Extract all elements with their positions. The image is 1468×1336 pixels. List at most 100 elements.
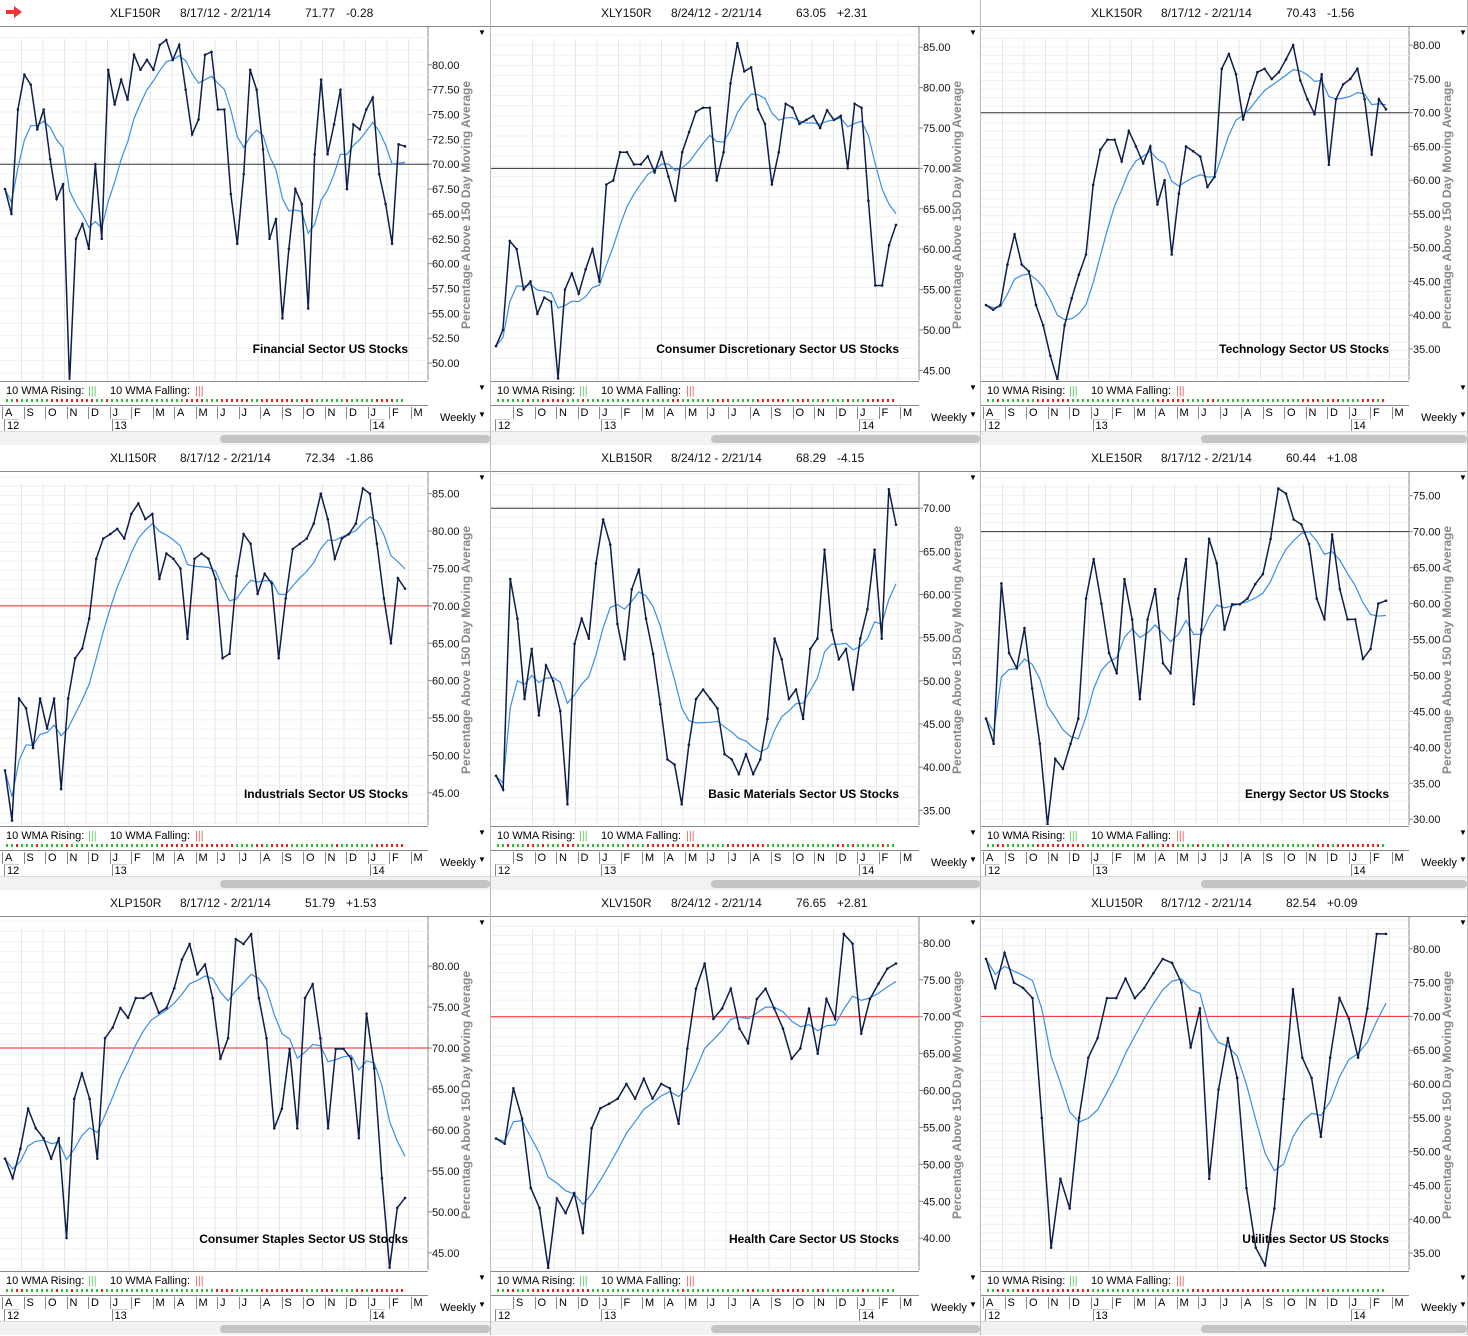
dropdown-arrow-icon[interactable]: ▼ bbox=[478, 828, 486, 837]
dropdown-arrow-icon[interactable]: ▼ bbox=[1459, 855, 1467, 864]
horizontal-scrollbar[interactable] bbox=[491, 1321, 980, 1335]
dropdown-arrow-icon[interactable]: ▼ bbox=[1459, 1273, 1467, 1282]
dropdown-arrow-icon[interactable]: ▼ bbox=[1459, 410, 1467, 419]
period-select[interactable]: Weekly bbox=[1421, 857, 1457, 869]
month-label: M bbox=[1133, 407, 1146, 419]
dropdown-arrow-icon[interactable]: ▼ bbox=[478, 410, 486, 419]
date-range: 8/24/12 - 2/21/14 bbox=[671, 451, 762, 465]
dropdown-arrow-icon[interactable]: ▼ bbox=[478, 383, 486, 392]
dropdown-arrow-icon[interactable]: ▼ bbox=[969, 410, 977, 419]
wma-dot bbox=[1082, 399, 1084, 402]
dropdown-arrow-icon[interactable]: ▼ bbox=[478, 918, 486, 927]
dropdown-arrow-icon[interactable]: ▼ bbox=[1459, 473, 1467, 482]
y-tick-label: 80.00 bbox=[432, 961, 460, 973]
period-select[interactable]: Weekly bbox=[440, 412, 476, 424]
data-point bbox=[200, 552, 203, 555]
scrollbar-thumb[interactable] bbox=[1201, 880, 1467, 888]
data-point bbox=[722, 150, 725, 154]
scrollbar-thumb[interactable] bbox=[220, 435, 490, 443]
month-label: S bbox=[281, 1297, 292, 1309]
scrollbar-thumb[interactable] bbox=[220, 880, 490, 888]
data-point bbox=[594, 562, 598, 565]
dropdown-arrow-icon[interactable]: ▼ bbox=[1459, 28, 1467, 37]
horizontal-scrollbar[interactable] bbox=[0, 876, 490, 890]
scrollbar-thumb[interactable] bbox=[1201, 435, 1467, 443]
data-point bbox=[564, 1211, 567, 1215]
data-point bbox=[860, 106, 863, 110]
dropdown-arrow-icon[interactable]: ▼ bbox=[478, 1300, 486, 1309]
wma-dot bbox=[1097, 399, 1099, 402]
dropdown-arrow-icon[interactable]: ▼ bbox=[969, 1273, 977, 1282]
scrollbar-thumb[interactable] bbox=[220, 1325, 490, 1333]
wma-dot bbox=[662, 399, 664, 402]
wma-dot bbox=[326, 844, 328, 847]
horizontal-scrollbar[interactable] bbox=[0, 1321, 490, 1335]
month-label: A bbox=[749, 1297, 760, 1309]
wma-dot bbox=[1242, 399, 1244, 402]
horizontal-scrollbar[interactable] bbox=[981, 1321, 1467, 1335]
month-label: F bbox=[878, 407, 888, 419]
dropdown-arrow-icon[interactable]: ▼ bbox=[478, 1273, 486, 1282]
wma-dot bbox=[1222, 1289, 1224, 1292]
data-point bbox=[1020, 263, 1024, 266]
month-label: M bbox=[900, 852, 912, 864]
dropdown-arrow-icon[interactable]: ▼ bbox=[478, 855, 486, 864]
horizontal-scrollbar[interactable] bbox=[491, 876, 980, 890]
wma-dot bbox=[762, 844, 764, 847]
year-label: 14 bbox=[859, 419, 875, 432]
dropdown-arrow-icon[interactable]: ▼ bbox=[969, 473, 977, 482]
arrow-right-icon[interactable] bbox=[6, 6, 22, 18]
scrollbar-thumb[interactable] bbox=[711, 880, 980, 888]
month-label: S bbox=[1262, 852, 1273, 864]
wma-dot bbox=[702, 844, 704, 847]
horizontal-scrollbar[interactable] bbox=[981, 876, 1467, 890]
wma-dot bbox=[697, 844, 699, 847]
wma-dot bbox=[537, 399, 539, 402]
month-label: A bbox=[2, 852, 12, 864]
wma-dot bbox=[1142, 399, 1144, 402]
wma-dot bbox=[1117, 399, 1119, 402]
scrollbar-thumb[interactable] bbox=[1201, 1325, 1467, 1333]
period-select[interactable]: Weekly bbox=[440, 1302, 476, 1314]
data-point bbox=[787, 697, 791, 701]
chart-panel-xly150r: XLY150R 8/24/12 - 2/21/14 63.05 +2.31 Pe… bbox=[491, 0, 981, 445]
dropdown-arrow-icon[interactable]: ▼ bbox=[969, 918, 977, 927]
data-point bbox=[616, 1097, 620, 1100]
wma-dot bbox=[36, 399, 38, 402]
wma-dot bbox=[697, 399, 699, 402]
scrollbar-thumb[interactable] bbox=[711, 435, 980, 443]
horizontal-scrollbar[interactable] bbox=[0, 431, 490, 445]
dropdown-arrow-icon[interactable]: ▼ bbox=[1459, 828, 1467, 837]
data-point bbox=[846, 167, 850, 170]
data-point bbox=[984, 303, 988, 307]
horizontal-scrollbar[interactable] bbox=[491, 431, 980, 445]
dropdown-arrow-icon[interactable]: ▼ bbox=[969, 1300, 977, 1309]
month-label: N bbox=[1047, 1297, 1058, 1309]
dropdown-arrow-icon[interactable]: ▼ bbox=[969, 855, 977, 864]
period-select[interactable]: Weekly bbox=[931, 1302, 967, 1314]
dropdown-arrow-icon[interactable]: ▼ bbox=[969, 828, 977, 837]
dropdown-arrow-icon[interactable]: ▼ bbox=[1459, 383, 1467, 392]
period-select[interactable]: Weekly bbox=[931, 412, 967, 424]
period-select[interactable]: Weekly bbox=[931, 857, 967, 869]
dropdown-arrow-icon[interactable]: ▼ bbox=[969, 383, 977, 392]
period-select[interactable]: Weekly bbox=[1421, 412, 1457, 424]
dropdown-arrow-icon[interactable]: ▼ bbox=[1459, 1300, 1467, 1309]
month-label: J bbox=[857, 1297, 866, 1309]
dropdown-arrow-icon[interactable]: ▼ bbox=[1459, 918, 1467, 927]
period-select[interactable]: Weekly bbox=[440, 857, 476, 869]
horizontal-scrollbar[interactable] bbox=[981, 431, 1467, 445]
dropdown-arrow-icon[interactable]: ▼ bbox=[478, 473, 486, 482]
data-point bbox=[10, 819, 14, 822]
dropdown-arrow-icon[interactable]: ▼ bbox=[969, 28, 977, 37]
wma-dot bbox=[667, 399, 669, 402]
wma-dot bbox=[777, 399, 779, 402]
period-select[interactable]: Weekly bbox=[1421, 1302, 1457, 1314]
dropdown-arrow-icon[interactable]: ▼ bbox=[478, 28, 486, 37]
month-label: M bbox=[195, 1297, 208, 1309]
wma-dot bbox=[1142, 1289, 1144, 1292]
month-label: O bbox=[1284, 852, 1296, 864]
rising-bars-icon: ||| bbox=[88, 830, 97, 842]
scrollbar-thumb[interactable] bbox=[711, 1325, 980, 1333]
wma-dot bbox=[1362, 844, 1364, 847]
